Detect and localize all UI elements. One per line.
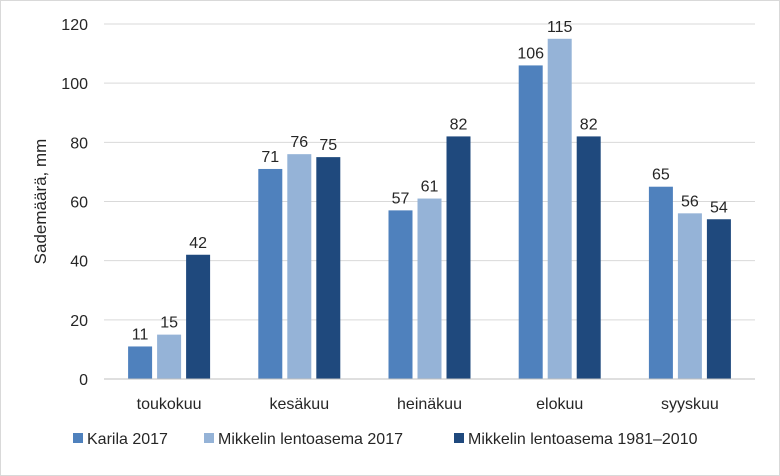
data-label: 115	[547, 19, 573, 36]
bar	[518, 65, 543, 380]
y-tick-label: 100	[61, 76, 88, 93]
data-label: 82	[580, 116, 598, 133]
data-label: 106	[517, 45, 544, 62]
data-label: 76	[290, 134, 308, 151]
bar	[417, 198, 442, 379]
y-tick-label: 120	[61, 17, 88, 34]
legend: Karila 2017 Mikkelin lentoasema 2017 Mikke…	[73, 431, 698, 448]
y-tick-label: 60	[70, 195, 88, 212]
data-label: 82	[450, 116, 468, 133]
bar	[446, 136, 471, 379]
legend-swatch	[204, 433, 214, 443]
bar	[186, 254, 211, 379]
data-label: 42	[189, 235, 207, 252]
bar	[677, 213, 702, 379]
y-tick-label: 20	[70, 313, 88, 330]
bar	[706, 219, 731, 379]
gridlines	[104, 23, 755, 321]
x-tick-labels: toukokuu kesäkuu heinäkuu elokuu syyskuu	[137, 396, 719, 413]
data-label: 65	[652, 167, 670, 184]
bar	[287, 154, 312, 379]
data-label: 57	[392, 190, 410, 207]
data-label: 15	[160, 315, 178, 332]
data-label: 56	[681, 193, 699, 210]
bar	[547, 38, 572, 380]
data-label: 75	[319, 137, 337, 154]
legend-label: Mikkelin lentoasema 2017	[218, 431, 403, 448]
x-tick-label: toukokuu	[137, 396, 202, 413]
x-tick-label: heinäkuu	[397, 396, 462, 413]
legend-label: Mikkelin lentoasema 1981–2010	[468, 431, 698, 448]
bar	[388, 210, 413, 379]
data-label: 54	[710, 199, 728, 216]
y-tick-label: 40	[70, 254, 88, 271]
bar	[128, 346, 153, 379]
y-axis-title: Sademäärä, mm	[31, 139, 50, 265]
bar	[258, 168, 283, 379]
data-label: 71	[261, 149, 279, 166]
bar	[157, 334, 182, 379]
legend-label: Karila 2017	[87, 431, 168, 448]
data-label: 11	[132, 326, 149, 343]
y-tick-label: 0	[79, 372, 88, 389]
bar	[316, 157, 341, 379]
x-tick-label: syyskuu	[661, 396, 719, 413]
y-tick-label: 80	[70, 135, 88, 152]
x-tick-label: kesäkuu	[270, 396, 330, 413]
y-tick-labels: 0 20 40 60 80 100 120	[61, 17, 88, 389]
legend-swatch	[73, 433, 83, 443]
bar	[576, 136, 601, 379]
legend-swatch	[454, 433, 464, 443]
data-label: 61	[421, 179, 439, 196]
x-tick-label: elokuu	[536, 396, 583, 413]
bars	[128, 38, 731, 380]
bar	[648, 186, 673, 379]
